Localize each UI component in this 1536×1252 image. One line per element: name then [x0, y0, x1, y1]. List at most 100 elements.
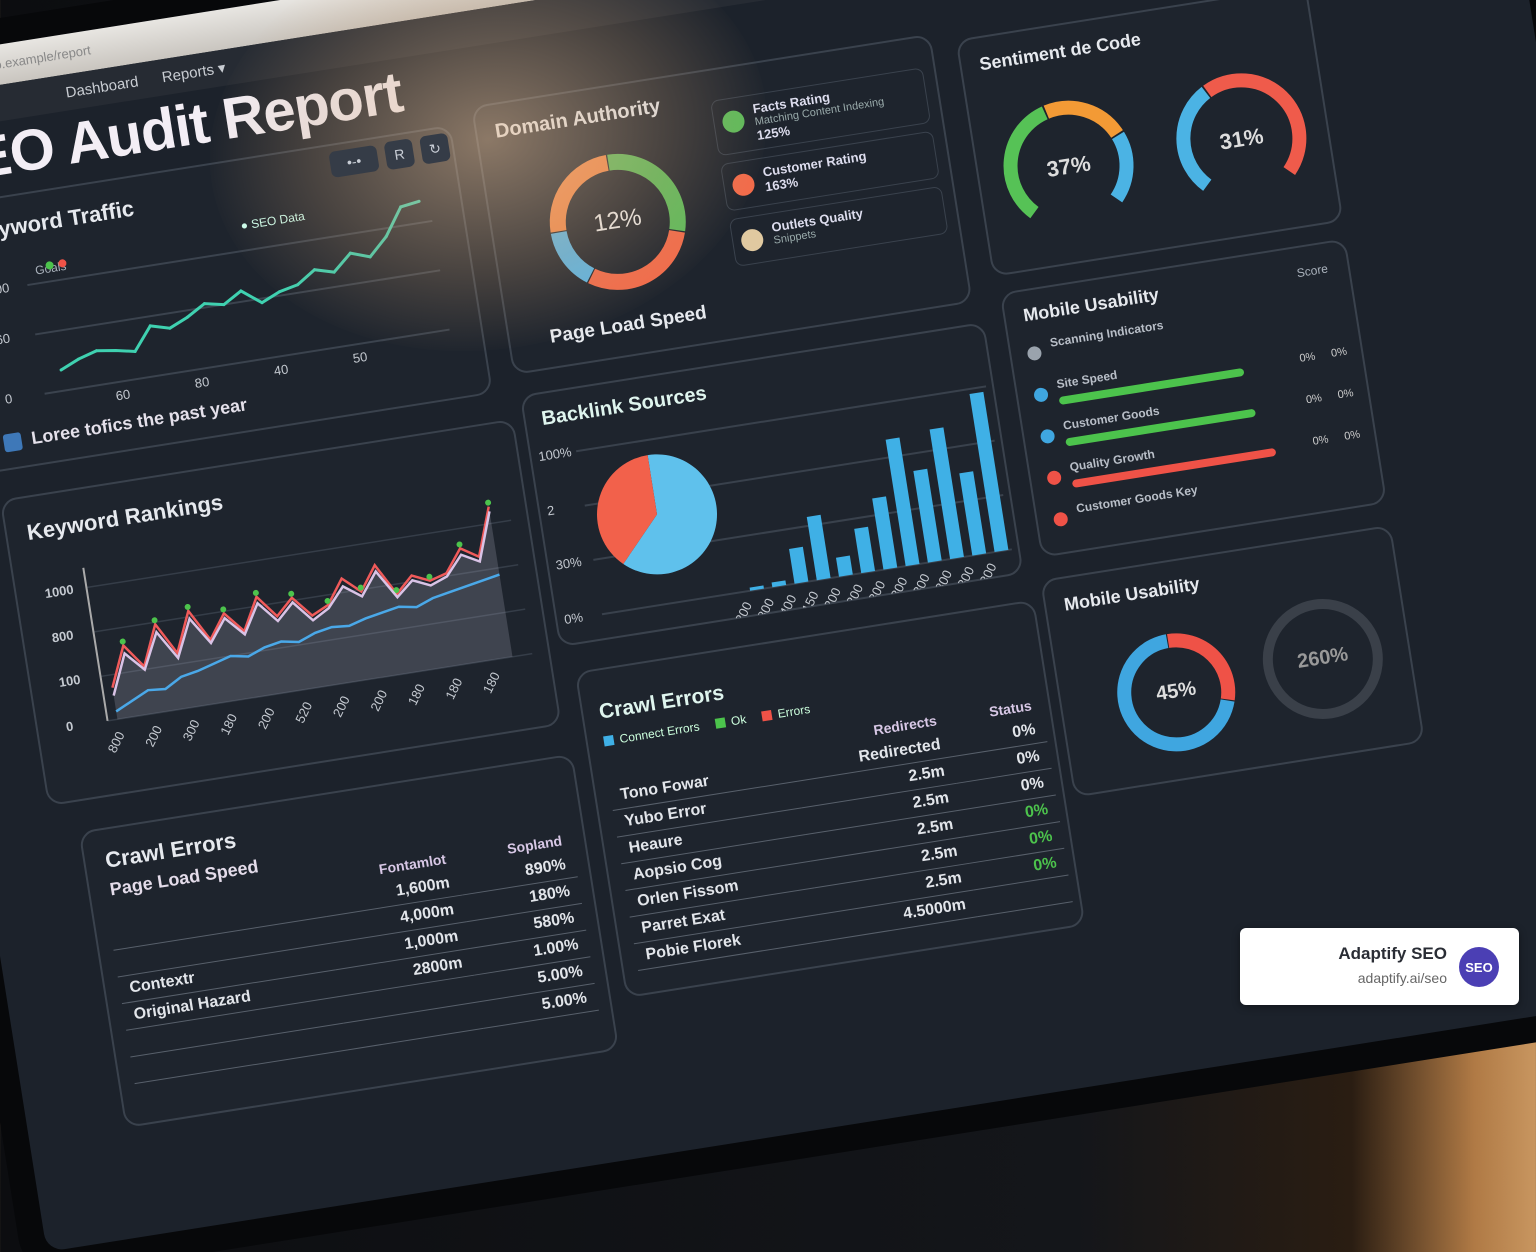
status-dot — [1026, 345, 1043, 362]
x-tick-label: 300 — [865, 578, 888, 604]
keyword-rankings-panel: Keyword Rankings 0 100 800 1000 800 200 300 180… — [0, 418, 562, 807]
bar — [969, 391, 1009, 553]
donut-segment — [1167, 633, 1236, 701]
domain-authority-panel: Domain Authority 12% Page Load Speed Fac… — [470, 33, 973, 376]
gridline — [86, 519, 512, 589]
legend-swatch — [603, 734, 615, 747]
data-point — [220, 606, 227, 613]
report-button[interactable]: R — [383, 138, 416, 171]
usability-value: 0% — [1311, 433, 1330, 448]
x-tick-label: 80 — [194, 374, 211, 391]
gauge-segment — [1176, 86, 1212, 191]
data-point — [95, 349, 99, 353]
panel-title: Sentiment de Code — [978, 29, 1143, 75]
gridline — [107, 652, 533, 722]
y-tick-label: 100 — [0, 280, 10, 298]
data-point — [151, 617, 158, 624]
data-point — [133, 349, 137, 353]
keyword-rankings-chart: 0 100 800 1000 800 200 300 180 200 520 200 200 180 18… — [44, 499, 533, 755]
x-tick-label: 300 — [954, 564, 977, 590]
brand-url[interactable]: adaptify.ai/seo — [1357, 970, 1447, 986]
bar — [771, 580, 787, 588]
series-line — [112, 511, 491, 696]
crawl-errors-panel-left: Crawl Errors Page Load Speed Fontamlot So… — [78, 753, 620, 1129]
x-tick-label: 520 — [292, 699, 315, 725]
mobile-usability-panel-2: Mobile Usability 45% 260% — [1040, 524, 1426, 798]
x-tick-label: 180 — [405, 682, 428, 708]
data-point — [393, 587, 400, 594]
usability-value-2: 0% — [1330, 345, 1348, 360]
status-dot — [1046, 469, 1063, 486]
progress-ring — [1262, 599, 1383, 720]
nav-dropdown[interactable]: Reports ▾ — [160, 59, 227, 87]
legend-item: Errors — [761, 702, 811, 723]
status-dot — [1052, 511, 1069, 528]
score-label: Score — [1295, 261, 1329, 281]
data-point — [184, 603, 191, 610]
bar — [872, 496, 898, 570]
crawl-errors-panel-right: Crawl Errors Connect Errors Ok Errors Redi… — [574, 599, 1086, 999]
data-point — [77, 357, 81, 361]
gridline — [35, 269, 441, 336]
legend-swatch — [761, 709, 773, 722]
usability-value-2: 0% — [1343, 428, 1361, 443]
y-tick-label: 1000 — [44, 582, 75, 601]
data-point — [148, 324, 152, 328]
x-tick-label: 40 — [273, 361, 290, 378]
donut-segment — [588, 229, 685, 290]
x-tick-label: 1200 — [729, 599, 755, 632]
x-tick-label: 300 — [932, 568, 955, 594]
bar — [929, 427, 964, 560]
gauge-value: 37% — [1045, 150, 1092, 182]
data-point — [324, 597, 331, 604]
y-tick-label: 30% — [555, 554, 583, 573]
data-point — [288, 590, 295, 597]
data-point — [114, 348, 118, 352]
gridline — [44, 328, 450, 395]
usability-rows: Scanning Indicators Site Speed 0% 0% Custome… — [1025, 290, 1374, 547]
y-tick-label: 0 — [4, 391, 13, 407]
gauge-segment — [1003, 106, 1048, 219]
watermark-card[interactable]: Adaptify SEO adaptify.ai/seo SEO — [1240, 928, 1519, 1005]
gauge-segment — [1110, 131, 1134, 203]
bar — [806, 514, 831, 581]
x-tick-label: 60 — [115, 386, 132, 403]
gridline — [100, 608, 526, 678]
gauge-value: 31% — [1218, 123, 1265, 155]
legend-label: Errors — [776, 701, 812, 721]
x-tick-label: 180 — [442, 676, 465, 702]
x-tick-label: 50 — [352, 349, 369, 366]
legend-dot-green — [45, 261, 54, 270]
legend-item: Ok — [714, 712, 747, 731]
x-tick-label: 200 — [255, 705, 278, 731]
metric-icon — [720, 109, 747, 135]
data-point — [456, 541, 463, 548]
usability-label: Scanning Indicators — [1048, 317, 1165, 350]
data-point — [485, 499, 492, 506]
data-point — [252, 589, 259, 596]
panel-title: Mobile Usability — [1021, 284, 1161, 326]
brand-logo: SEO — [1459, 947, 1499, 987]
mobile-usability-panel: Mobile Usability Score Scanning Indicato… — [999, 238, 1388, 558]
series-line — [115, 573, 500, 713]
legend-label: Connect Errors — [618, 719, 701, 746]
y-tick-label: 2 — [546, 503, 555, 519]
metric-icon — [730, 172, 757, 198]
calendar-icon — [2, 431, 24, 453]
gridline — [575, 385, 987, 453]
x-tick-label: 300 — [910, 571, 933, 597]
y-tick-label: 0 — [65, 718, 74, 734]
address-bar[interactable]: seo.example/report — [0, 42, 92, 75]
x-tick-label: 200 — [843, 582, 866, 608]
usability-value-2: 0% — [1336, 387, 1355, 402]
nav-item-dashboard[interactable]: Dashboard — [64, 72, 140, 102]
bar — [854, 526, 876, 574]
refresh-button[interactable]: ↻ — [419, 132, 452, 165]
bar — [749, 585, 764, 591]
bar — [959, 471, 987, 556]
y-tick-label: 60 — [0, 331, 11, 348]
x-tick-label: 800 — [105, 729, 128, 755]
bar — [835, 555, 853, 577]
gauge-segment — [1203, 73, 1307, 175]
